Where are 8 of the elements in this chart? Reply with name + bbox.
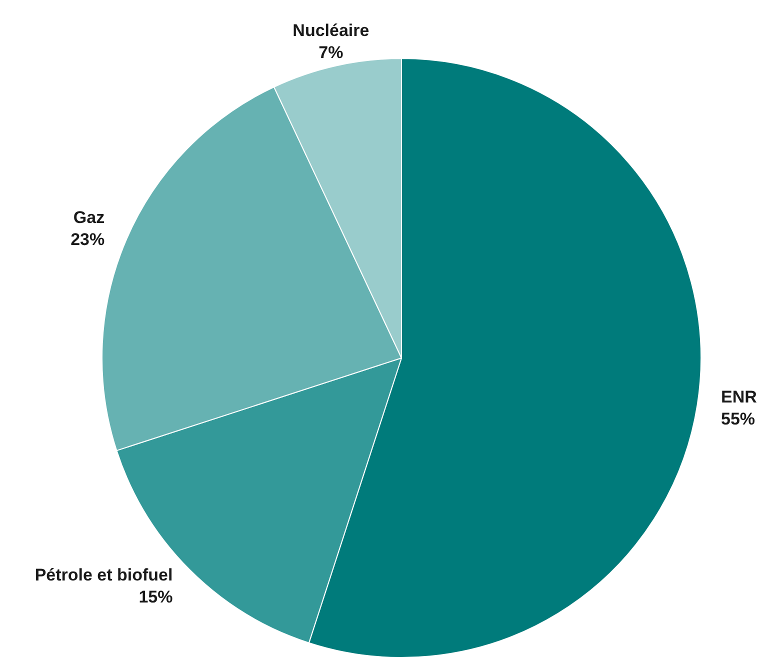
data-label: 7% <box>318 42 344 62</box>
slice-label: Nucléaire <box>292 20 370 40</box>
slice-label: ENR <box>721 387 757 406</box>
data-label: 15% <box>138 587 173 606</box>
data-label: 55% <box>721 409 756 428</box>
slice-label: Pétrole et biofuel <box>34 565 173 584</box>
slice-label: Gaz <box>73 208 105 228</box>
data-label: 23% <box>70 230 105 250</box>
